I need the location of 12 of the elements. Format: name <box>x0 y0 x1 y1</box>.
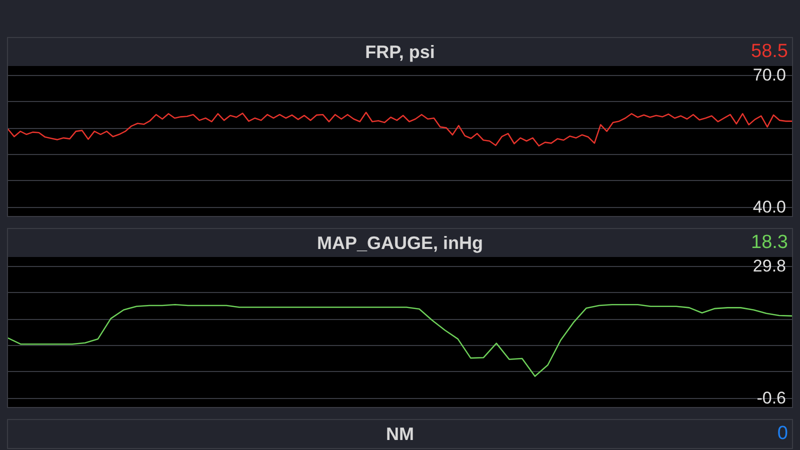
y-tick-label: -0.6 <box>756 388 786 408</box>
text: 18.3 <box>751 231 788 255</box>
y-tick-label: 70.0 <box>752 66 786 84</box>
y-tick-label: 40.0 <box>752 198 786 216</box>
line-series <box>8 304 792 377</box>
line-series <box>8 112 792 146</box>
text: 58.5 <box>751 40 788 64</box>
y-tick-label: 29.8 <box>752 256 786 276</box>
chart-title: FRP, psi <box>365 42 435 62</box>
text: 0 <box>777 422 788 446</box>
chart-title: MAP_GAUGE, inHg <box>316 233 483 253</box>
text: NM <box>386 424 414 444</box>
